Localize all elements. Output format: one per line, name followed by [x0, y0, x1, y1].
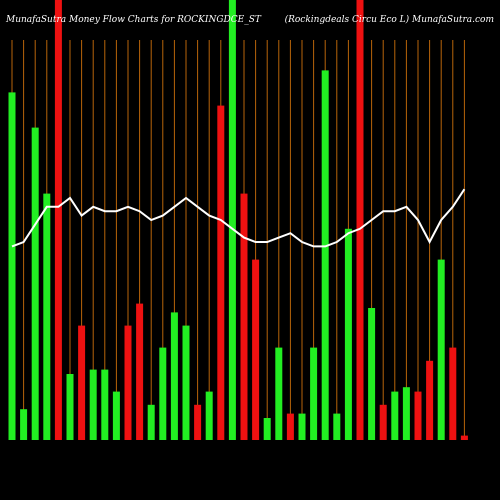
bar [426, 360, 434, 440]
bar [286, 413, 294, 440]
bar [437, 259, 445, 440]
bar [66, 374, 74, 440]
bar [31, 127, 39, 440]
bar [159, 347, 167, 440]
bar [344, 228, 352, 440]
bar [379, 404, 387, 440]
bar [240, 193, 248, 440]
bar [124, 325, 132, 440]
bar [182, 325, 190, 440]
bar [333, 413, 341, 440]
bar [43, 193, 51, 440]
bar [391, 391, 399, 440]
bar [228, 0, 236, 440]
bar [89, 369, 97, 440]
bar [402, 387, 410, 440]
bar [136, 303, 144, 440]
bar [263, 418, 271, 440]
bar [205, 391, 213, 440]
bar [460, 435, 468, 440]
bar [217, 105, 225, 440]
bar [194, 404, 202, 440]
bar [310, 347, 318, 440]
chart-subtitle: (Rockingdeals Circu Eco L) MunafaSutra.c… [285, 14, 494, 25]
bar [252, 259, 260, 440]
bar [368, 308, 376, 440]
bar [275, 347, 283, 440]
bar [101, 369, 109, 440]
bar [356, 0, 364, 440]
bar [147, 404, 155, 440]
bar [449, 347, 457, 440]
bar [54, 0, 62, 440]
bar [298, 413, 306, 440]
bar [112, 391, 120, 440]
bar [78, 325, 86, 440]
bar [321, 70, 329, 441]
chart-title: MunafaSutra Money Flow Charts for ROCKIN… [5, 15, 262, 25]
bar [170, 312, 178, 440]
bar [20, 409, 28, 440]
bar [8, 92, 16, 441]
line [11, 188, 466, 248]
bar [414, 391, 422, 440]
